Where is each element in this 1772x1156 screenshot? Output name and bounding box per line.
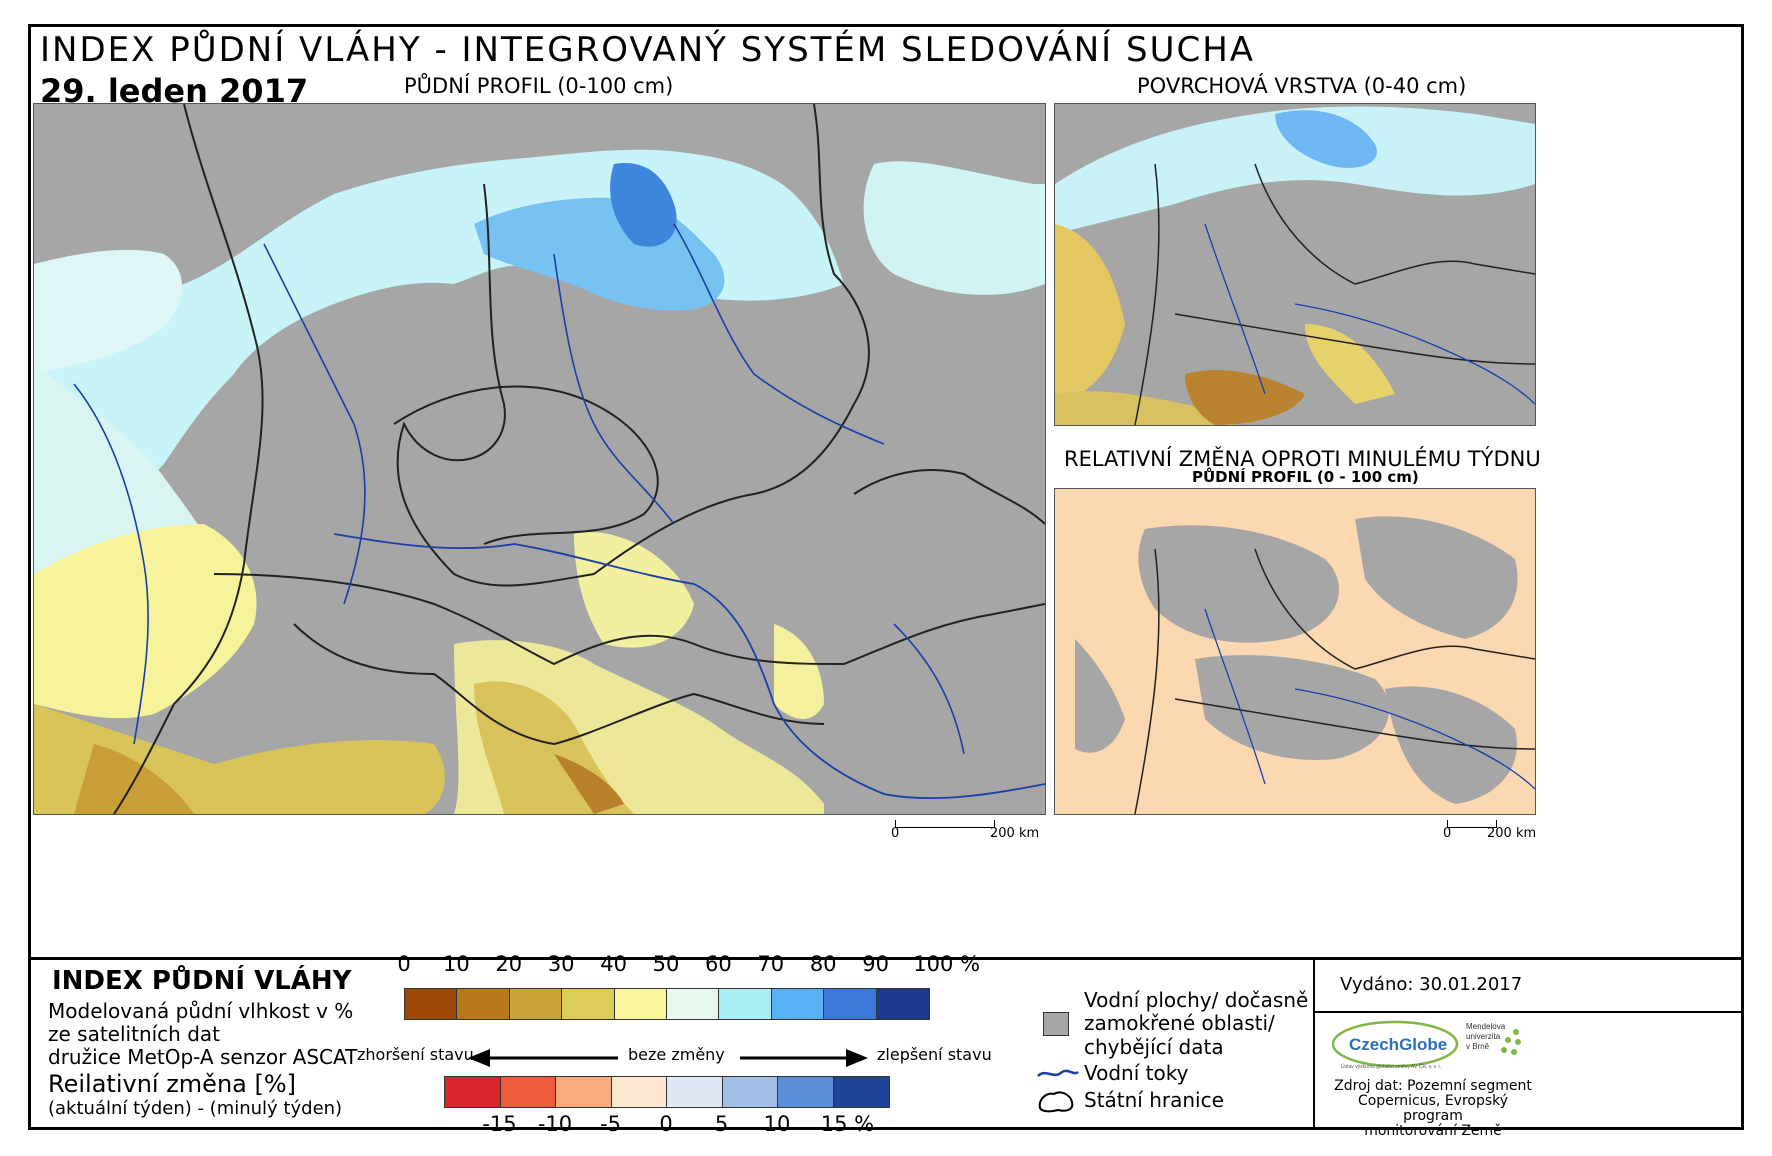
source-line2: Copernicus, Evropský program xyxy=(1357,1093,1509,1124)
footer-divider-vertical xyxy=(1313,957,1315,1130)
change-bar-swatch-5 xyxy=(722,1077,778,1107)
index-bar-swatch-5 xyxy=(666,989,720,1019)
change-bar-swatch-1 xyxy=(500,1077,556,1107)
water-label-line3: chybějící data xyxy=(1084,1035,1224,1059)
change-bar-swatch-6 xyxy=(778,1077,834,1107)
source-line1: Zdroj dat: Pozemní segment xyxy=(1334,1078,1532,1094)
index-colorbar xyxy=(404,988,930,1020)
index-ticks-label: 0 xyxy=(397,952,411,976)
change-colorbar xyxy=(444,1076,890,1108)
legend-desc-line2: ze satelitních dat xyxy=(48,1022,220,1046)
legend-desc-line1: Modelovaná půdní vlhkost v % xyxy=(48,999,354,1023)
mendel-line1: Mendelova xyxy=(1466,1022,1506,1031)
change-bar-swatch-7 xyxy=(833,1077,889,1107)
index-ticks-label: 80 xyxy=(809,952,837,976)
czechglobe-logo-text: CzechGlobe xyxy=(1349,1035,1447,1054)
mendel-logo: Mendelova univerzita v Brně xyxy=(1466,1022,1505,1052)
index-ticks-label: 20 xyxy=(495,952,523,976)
czechglobe-logo: CzechGlobe Ústav výzkumu globální změny … xyxy=(1331,1020,1461,1077)
page-title: INDEX PŮDNÍ VLÁHY - INTEGROVANÝ SYSTÉM S… xyxy=(40,30,1256,70)
change-ticks-label: -10 xyxy=(537,1112,573,1136)
border-swatch xyxy=(1038,1091,1074,1113)
rivers-label: Vodní toky xyxy=(1084,1061,1189,1085)
surface-map-title: POVRCHOVÁ VRSTVA (0-40 cm) xyxy=(1137,74,1467,98)
index-bar-swatch-2 xyxy=(509,989,563,1019)
better-label: zlepšení stavu xyxy=(877,1045,992,1064)
change-bar-swatch-3 xyxy=(611,1077,667,1107)
nochange-label: beze změny xyxy=(628,1045,725,1064)
index-bar-swatch-0 xyxy=(405,989,458,1019)
source-line3: monitorování Země xyxy=(1364,1123,1502,1139)
index-bar-swatch-8 xyxy=(824,989,877,1019)
main-scale-label: 200 km xyxy=(990,826,1040,841)
water-label-line2: zamokřené oblasti/ xyxy=(1084,1011,1275,1035)
main-scale-bar xyxy=(895,820,995,828)
main-scale-zero: 0 xyxy=(891,826,900,841)
index-ticks-label: 70 xyxy=(757,952,785,976)
index-ticks-label: 10 xyxy=(443,952,470,976)
surface-layer-map xyxy=(1054,103,1536,426)
index-ticks-label: 90 xyxy=(862,952,889,976)
czechglobe-logo-sub: Ústav výzkumu globální změny AV ČR, v. v… xyxy=(1341,1063,1441,1070)
index-bar-swatch-4 xyxy=(614,989,667,1019)
data-source: Zdroj dat: Pozemní segment Copernicus, E… xyxy=(1333,1079,1533,1139)
nodata-swatch xyxy=(1043,1012,1069,1036)
change-ticks-label: 0 xyxy=(659,1112,673,1136)
change-map-title: RELATIVNÍ ZMĚNA OPROTI MINULÉMU TÝDNU xyxy=(1064,447,1541,471)
legend-title: INDEX PŮDNÍ VLÁHY xyxy=(52,966,352,996)
water-label-line1: Vodní plochy/ dočasně xyxy=(1084,988,1309,1012)
main-soil-moisture-map xyxy=(33,103,1046,815)
legend-change-title: Reilativní změna [%] xyxy=(48,1070,297,1098)
change-bar-swatch-0 xyxy=(445,1077,501,1107)
change-ticks-label: 5 xyxy=(714,1112,729,1136)
change-scale-label: 200 km xyxy=(1487,826,1537,841)
borders-label: Státní hranice xyxy=(1084,1088,1224,1112)
issued-date: Vydáno: 30.01.2017 xyxy=(1340,974,1523,995)
index-bar-swatch-9 xyxy=(876,989,929,1019)
change-ticks-label: 15 % xyxy=(820,1112,875,1136)
index-ticks-label: 60 xyxy=(705,952,732,976)
mendel-dots-icon xyxy=(1501,1029,1521,1055)
change-scale-bar xyxy=(1447,820,1497,828)
index-bar-swatch-7 xyxy=(771,989,825,1019)
index-bar-swatch-3 xyxy=(562,989,615,1019)
change-map-subtitle: PŮDNÍ PROFIL (0 - 100 cm) xyxy=(1192,468,1419,486)
change-ticks-label: -5 xyxy=(600,1112,621,1136)
legend-divider xyxy=(28,957,1744,960)
mendel-line3: v Brně xyxy=(1466,1042,1490,1051)
index-bar-swatch-6 xyxy=(719,989,772,1019)
legend-change-desc: (aktuální týden) - (minulý týden) xyxy=(48,1098,343,1119)
mendel-line2: univerzita xyxy=(1466,1032,1501,1041)
change-scale-zero: 0 xyxy=(1443,826,1452,841)
index-ticks-label: 50 xyxy=(652,952,680,976)
change-arrows xyxy=(468,1049,868,1067)
index-ticks-label: 40 xyxy=(600,952,627,976)
main-map-title: PŮDNÍ PROFIL (0-100 cm) xyxy=(404,74,674,98)
legend-desc-line3: družice MetOp-A senzor ASCAT xyxy=(48,1045,358,1069)
index-ticks-label: 30 xyxy=(547,952,575,976)
change-ticks-label: -15 xyxy=(482,1112,517,1136)
index-ticks-label: 100 % xyxy=(913,952,981,976)
river-swatch xyxy=(1037,1069,1079,1077)
change-ticks-label: 10 xyxy=(763,1112,791,1136)
change-bar-swatch-4 xyxy=(667,1077,723,1107)
change-bar-swatch-2 xyxy=(556,1077,612,1107)
relative-change-map xyxy=(1054,488,1536,815)
index-bar-swatch-1 xyxy=(457,989,510,1019)
footer-divider-horizontal xyxy=(1313,1011,1744,1013)
worse-label: zhoršení stavu xyxy=(357,1045,474,1064)
